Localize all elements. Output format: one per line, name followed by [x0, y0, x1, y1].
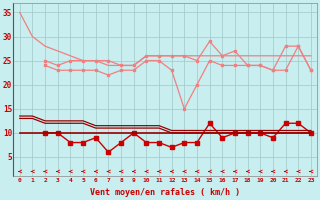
X-axis label: Vent moyen/en rafales ( km/h ): Vent moyen/en rafales ( km/h )	[90, 188, 240, 197]
